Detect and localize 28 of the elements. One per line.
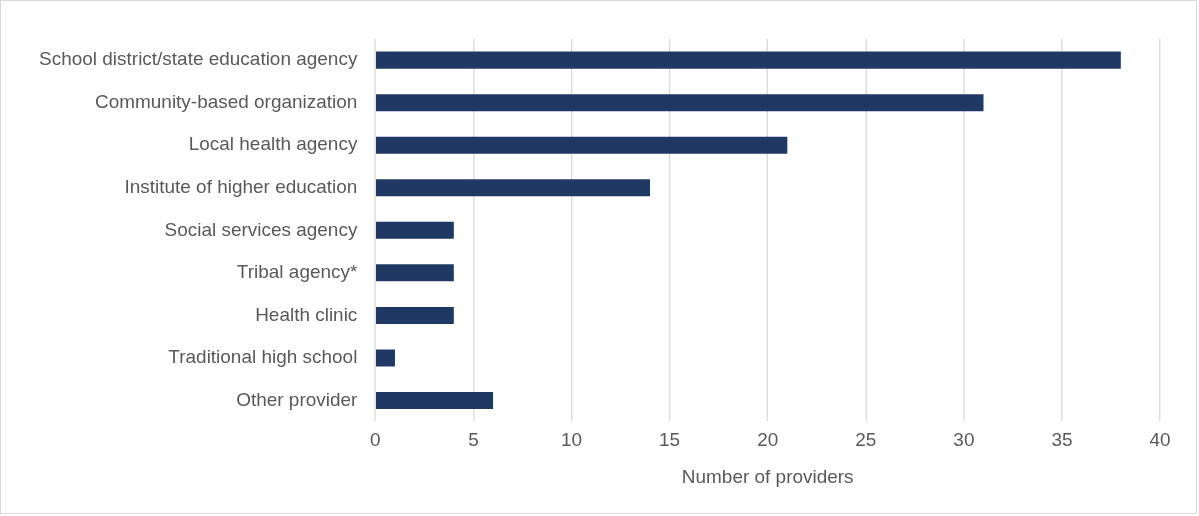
y-tick-label: Social services agency: [164, 218, 358, 240]
bar: [375, 179, 650, 197]
x-tick-label: 25: [855, 429, 877, 451]
y-tick-label: Community-based organization: [94, 90, 358, 112]
bar: [375, 391, 494, 409]
bar: [375, 349, 395, 367]
y-tick-label: School district/state education agency: [39, 48, 358, 70]
y-tick-label: Institute of higher education: [124, 175, 358, 197]
y-tick-label: Tribal agency*: [236, 261, 358, 283]
x-tick-label: 30: [953, 429, 975, 451]
x-tick-label: 10: [560, 429, 583, 451]
x-tick-label: 20: [757, 429, 779, 451]
y-tick-label: Health clinic: [255, 303, 358, 325]
y-tick-label: Other provider: [236, 388, 358, 410]
bar: [375, 94, 984, 112]
bar: [375, 51, 1121, 69]
x-tick-label: 0: [370, 429, 381, 451]
y-tick-label: Traditional high school: [168, 346, 358, 368]
bar: [375, 136, 788, 154]
x-tick-label: 5: [468, 429, 479, 451]
x-tick-label: 35: [1051, 429, 1073, 451]
bar: [375, 264, 454, 282]
x-tick-label: 40: [1149, 429, 1171, 451]
y-tick-label: Local health agency: [188, 133, 358, 155]
bar: [375, 221, 454, 239]
x-tick-label: 15: [659, 429, 681, 451]
bar: [375, 306, 454, 324]
x-axis-title: Number of providers: [681, 465, 854, 487]
